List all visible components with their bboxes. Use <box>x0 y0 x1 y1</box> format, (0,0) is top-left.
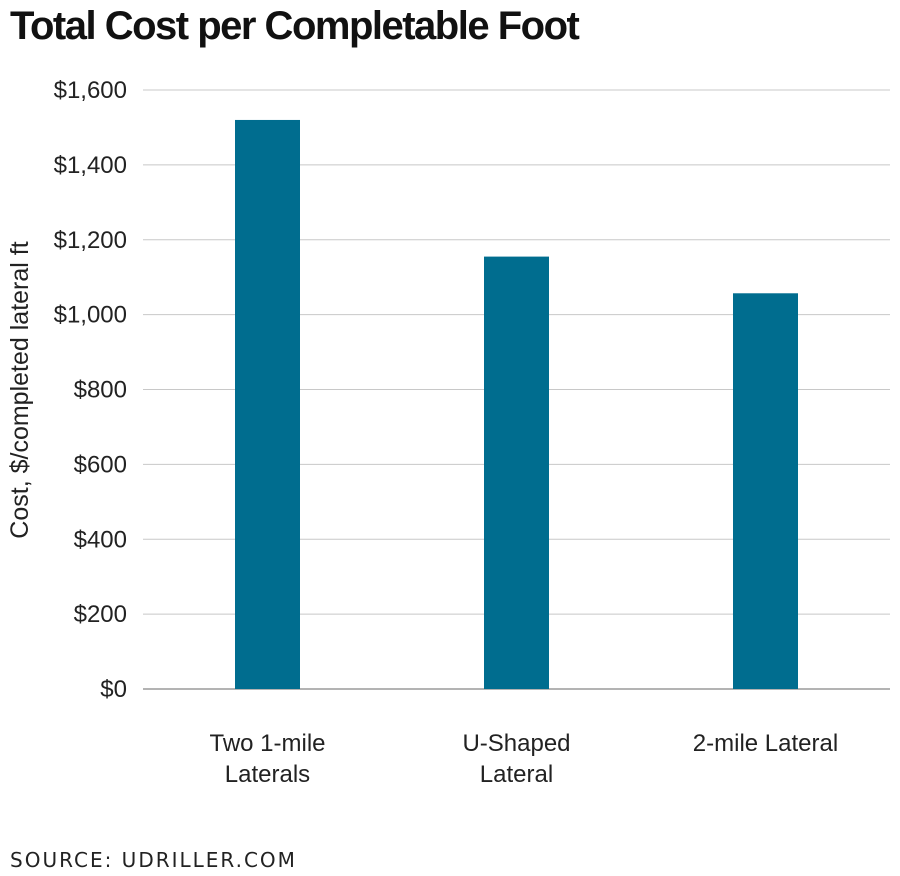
bar <box>484 256 549 689</box>
chart-title: Total Cost per Completable Foot <box>10 4 580 48</box>
y-tick-label: $1,600 <box>54 77 127 104</box>
bar <box>733 293 798 689</box>
x-category-label: Laterals <box>225 761 310 788</box>
bar <box>235 119 300 689</box>
y-tick-label: $800 <box>74 377 127 404</box>
y-tick-label: $600 <box>74 451 127 478</box>
y-tick-label: $200 <box>74 601 127 628</box>
y-tick-label: $400 <box>74 526 127 553</box>
x-axis-categories: Two 1-mile Laterals U-Shaped Lateral 2-mile … <box>209 730 838 788</box>
y-axis-label: Cost, $/completed lateral ft <box>6 241 34 538</box>
x-category-label: Two 1-mile <box>209 730 325 757</box>
source-note: SOURCE: UDRILLER.COM <box>10 848 297 872</box>
y-tick-label: $0 <box>100 676 127 703</box>
x-category-label: Lateral <box>480 761 553 788</box>
bars <box>235 119 798 689</box>
x-category-label: 2-mile Lateral <box>693 730 838 757</box>
x-category-label: U-Shaped <box>462 730 570 757</box>
y-tick-label: $1,200 <box>54 227 127 254</box>
y-tick-label: $1,000 <box>54 302 127 329</box>
y-tick-label: $1,400 <box>54 152 127 179</box>
y-axis-ticks: $0 $200 $400 $600 $800 $1,000 $1,200 $1,400 $1,6… <box>54 77 127 703</box>
